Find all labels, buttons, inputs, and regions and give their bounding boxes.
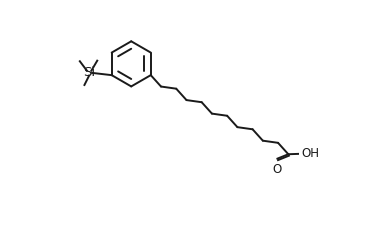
Text: OH: OH: [301, 147, 319, 160]
Text: O: O: [273, 163, 282, 176]
Text: Si: Si: [83, 66, 95, 79]
